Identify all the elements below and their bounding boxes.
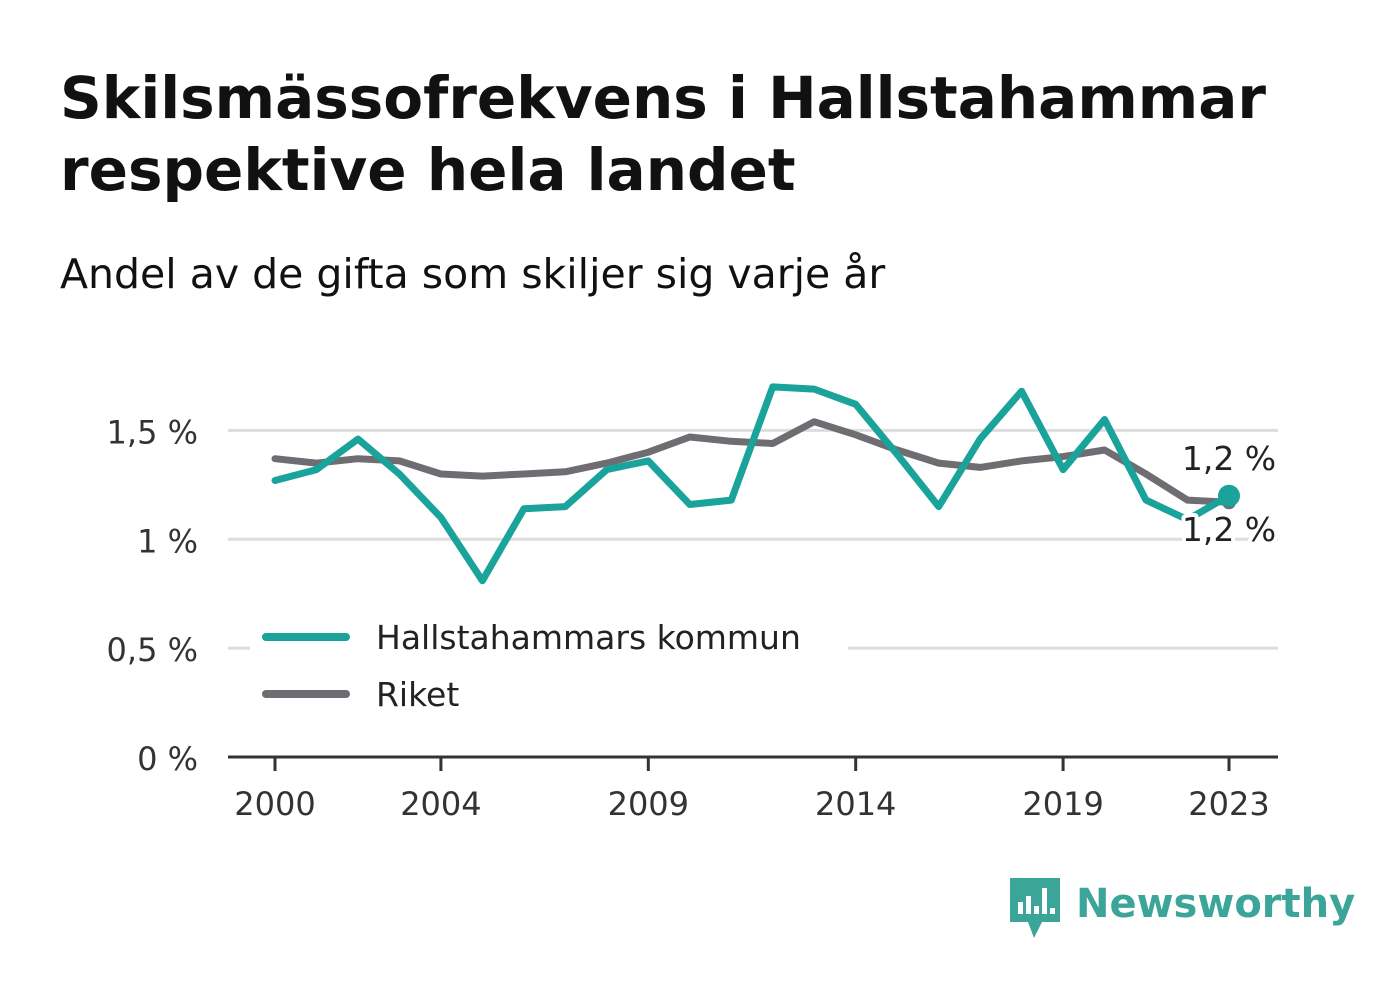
- x-tick-label: 2004: [400, 785, 481, 823]
- legend: Hallstahammars kommun Riket: [250, 608, 848, 726]
- bar-chart-speech-bubble-icon: [1010, 878, 1060, 938]
- y-tick-label: 1 %: [137, 522, 198, 560]
- x-tick-label: 2009: [608, 785, 689, 823]
- x-tick-label: 2023: [1188, 785, 1269, 823]
- legend-background: [250, 608, 848, 726]
- series-line-hallstahammar: [271, 383, 1233, 585]
- series-lines: [271, 383, 1240, 585]
- end-label-text: 1,2 %: [1182, 439, 1276, 478]
- y-tick-label: 1,5 %: [107, 413, 198, 451]
- legend-label: Riket: [376, 675, 459, 714]
- chart-subtitle: Andel av de gifta som skiljer sig varje …: [60, 250, 886, 298]
- end-labels: 1,2 %1,2 %1,2 %1,2 %: [1178, 435, 1280, 553]
- end-label-text: 1,2 %: [1182, 510, 1276, 549]
- end-point-hallstahammar: [1218, 484, 1240, 507]
- x-axis: 2000 2004 2009 2014 2019 2023: [228, 755, 1278, 823]
- x-tick-label: 2000: [234, 785, 315, 823]
- end-label-riket: 1,2 %1,2 %: [1178, 506, 1280, 553]
- end-label-halo: 1,2 %: [1182, 510, 1276, 549]
- chart-title: Skilsmässofrekvens i Hallstahammar respe…: [60, 64, 1266, 204]
- brand-name: Newsworthy: [1076, 881, 1356, 927]
- y-tick-label: 0 %: [137, 740, 198, 778]
- legend-label: Hallstahammars kommun: [376, 618, 801, 657]
- x-tick-label: 2014: [815, 785, 896, 823]
- end-label-halo: 1,2 %: [1182, 439, 1276, 478]
- newsworthy-logo: Newsworthy: [1010, 878, 1355, 940]
- end-label-hallstahammar: 1,2 %1,2 %: [1178, 435, 1280, 482]
- y-tick-label: 0,5 %: [107, 631, 198, 669]
- x-tick-label: 2019: [1022, 785, 1103, 823]
- y-axis-ticks: 0 % 0,5 % 1 % 1,5 %: [107, 413, 198, 778]
